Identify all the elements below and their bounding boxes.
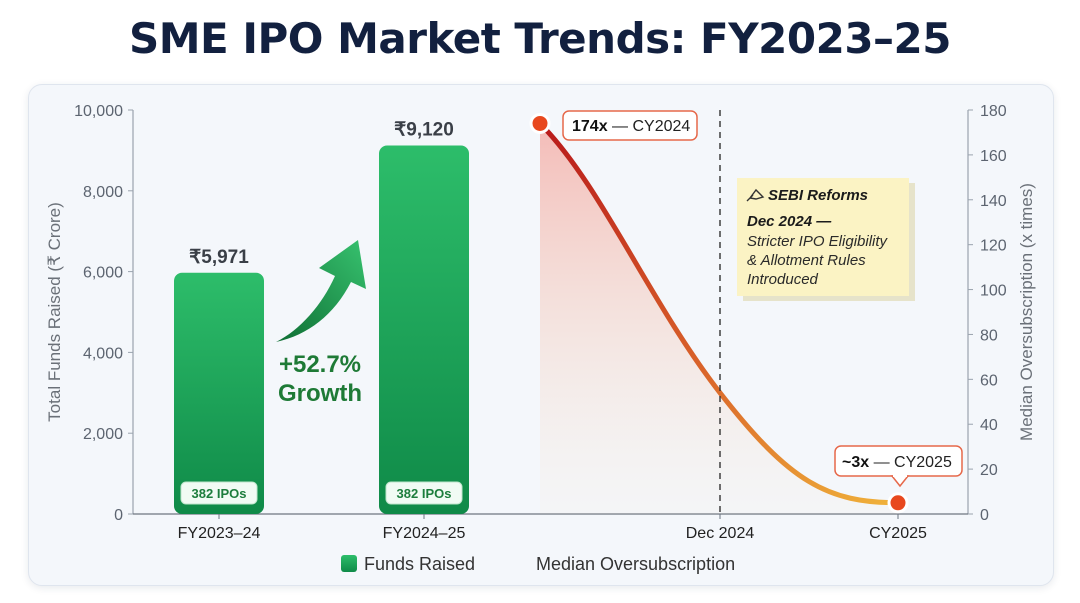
right-tick-label: 0: [980, 507, 989, 524]
right-tick-label: 160: [980, 148, 1007, 165]
growth-percent: +52.7%: [279, 351, 361, 378]
right-tick-label: 80: [980, 327, 998, 344]
left-tick-label: 0: [114, 507, 123, 524]
legend: Funds Raised Median Oversubscription: [341, 554, 735, 574]
right-tick-label: 180: [980, 103, 1007, 120]
left-tick-label: 4,000: [83, 345, 123, 362]
note-line-1: Dec 2024 —: [747, 213, 832, 230]
bar-1: [174, 272, 264, 514]
legend-swatch-funds: [341, 555, 357, 572]
right-tick-label: 140: [980, 193, 1007, 210]
left-tick-label: 6,000: [83, 265, 123, 282]
ipo-count-badge: [385, 481, 463, 505]
note-line-4: Introduced: [747, 271, 819, 288]
bar-value-label: ₹9,120: [394, 120, 454, 141]
ipo-count-label: 382 IPOs: [397, 486, 452, 501]
end-point-dot: [887, 492, 909, 514]
growth-label: Growth: [278, 380, 362, 407]
oversubscription-line: [537, 120, 901, 506]
left-tick-label: 2,000: [83, 426, 123, 443]
right-tick-label: 120: [980, 238, 1007, 255]
left-axis-title: Total Funds Raised (₹ Crore): [45, 202, 64, 422]
right-axis-title: Median Oversubscription (x times): [1017, 183, 1036, 441]
start-callout: 174x — CY2024: [562, 110, 698, 141]
note-line-3: & Allotment Rules: [747, 252, 866, 269]
oversubscription-area: [540, 123, 898, 514]
start-callout-text: 174x — CY2024: [572, 118, 690, 135]
ipo-count-badge: [180, 481, 258, 505]
x-axis-ticks: FY2023–24 FY2024–25 Dec 2024 CY2025: [178, 514, 927, 542]
right-tick-label: 60: [980, 372, 998, 389]
x-tick-label: Dec 2024: [686, 525, 755, 542]
bar-2: [379, 145, 469, 514]
end-callout: ~3x — CY2025: [834, 445, 963, 488]
bar-value-label: ₹5,971: [189, 247, 249, 268]
note-heading: SEBI Reforms: [768, 187, 868, 204]
x-tick-label: FY2023–24: [178, 525, 261, 542]
bars-group: ₹5,971 382 IPOs ₹9,120 382 IPOs: [174, 120, 469, 514]
legend-label-oversubscription: Median Oversubscription: [536, 554, 735, 574]
start-point-dot: [529, 112, 551, 134]
growth-arrow-icon: [276, 240, 366, 342]
pin-icon: [746, 188, 765, 202]
left-tick-label: 10,000: [74, 103, 123, 120]
x-tick-label: FY2024–25: [383, 525, 466, 542]
left-tick-label: 8,000: [83, 184, 123, 201]
ipo-count-label: 382 IPOs: [192, 486, 247, 501]
sebi-reforms-note: SEBI Reforms Dec 2024 — Stricter IPO Eli…: [737, 178, 915, 301]
legend-label-funds: Funds Raised: [364, 554, 475, 574]
page-title: SME IPO Market Trends: FY2023–25: [129, 14, 952, 63]
right-tick-label: 20: [980, 462, 998, 479]
end-callout-text: ~3x — CY2025: [842, 454, 952, 471]
note-line-2: Stricter IPO Eligibility: [747, 233, 889, 250]
right-tick-label: 40: [980, 417, 998, 434]
x-tick-label: CY2025: [869, 525, 927, 542]
right-axis-ticks: 0 20 40 60 80 100 120 140 160 180: [968, 103, 1007, 524]
right-tick-label: 100: [980, 283, 1007, 300]
left-axis-ticks: 0 2,000 4,000 6,000 8,000 10,000: [74, 103, 133, 524]
